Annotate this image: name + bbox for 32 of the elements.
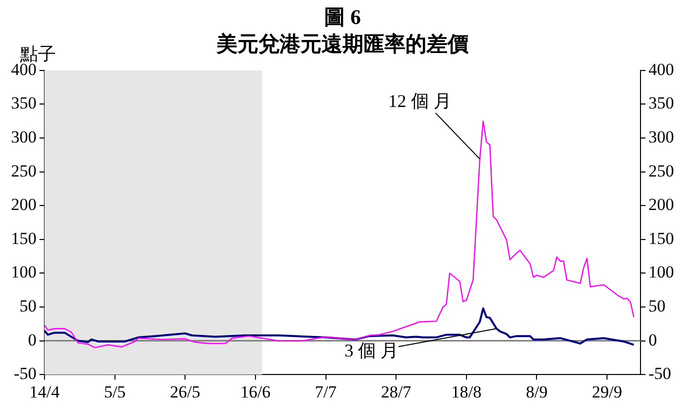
y2-tick-label: 300 bbox=[648, 127, 674, 146]
x-tick-label: 18/8 bbox=[451, 382, 482, 402]
x-tick-label: 5/5 bbox=[104, 382, 126, 402]
y-tick-label: 200 bbox=[11, 195, 36, 214]
chart-title: 圖 6 bbox=[324, 5, 361, 30]
y2-tick-label: 200 bbox=[648, 195, 674, 214]
y2-tick-label: 100 bbox=[648, 262, 674, 282]
y2-tick-label: 0 bbox=[648, 330, 657, 350]
y-tick-label: -50 bbox=[14, 364, 36, 384]
x-tick-label: 28/7 bbox=[380, 382, 412, 402]
y2-tick-label: 350 bbox=[648, 94, 674, 113]
y-tick-label: 100 bbox=[11, 262, 36, 282]
y2-tick-label: -50 bbox=[648, 364, 672, 384]
x-tick-label: 7/7 bbox=[314, 382, 338, 402]
y2-tick-label: 150 bbox=[648, 228, 674, 248]
y-tick-label: 250 bbox=[11, 161, 36, 180]
chart-subtitle: 美元兌港元遠期匯率的差價 bbox=[216, 32, 470, 56]
x-tick-label: 8/9 bbox=[526, 382, 548, 402]
x-tick-label: 29/9 bbox=[592, 382, 622, 402]
x-tick-label: 14/4 bbox=[29, 382, 60, 402]
x-tick-label: 26/5 bbox=[170, 382, 200, 402]
y2-tick-label: 250 bbox=[648, 161, 674, 180]
y2-tick-label: 400 bbox=[648, 60, 674, 79]
x-tick-label: 16/6 bbox=[240, 382, 271, 402]
y2-tick-label: 50 bbox=[648, 296, 666, 316]
y-tick-label: 0 bbox=[28, 330, 36, 350]
y-tick-label: 350 bbox=[11, 94, 36, 113]
y-tick-label: 50 bbox=[20, 296, 36, 316]
annotation: 3 個 月 bbox=[344, 340, 399, 361]
y-tick-label: 300 bbox=[11, 127, 36, 146]
annotation: 12 個 月 bbox=[388, 90, 452, 111]
y-tick-label: 150 bbox=[11, 228, 36, 248]
